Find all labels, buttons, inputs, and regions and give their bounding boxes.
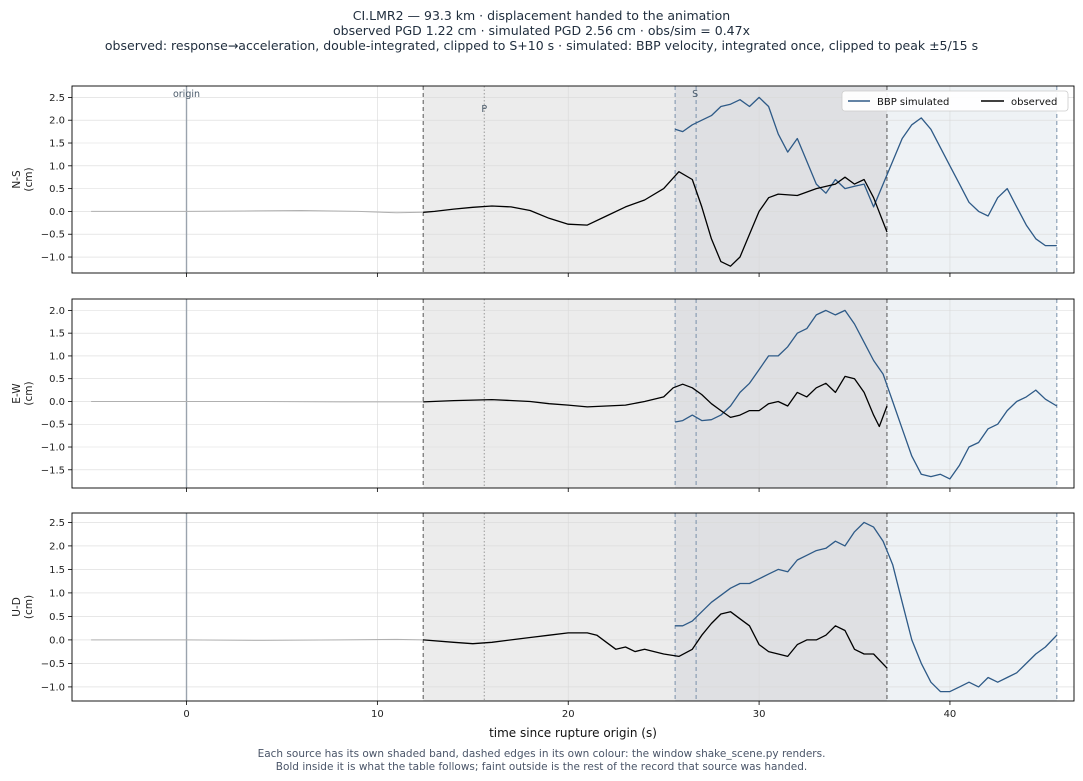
y-tick-label: 1.5 bbox=[49, 565, 65, 576]
legend: BBP simulated observed bbox=[841, 90, 1069, 112]
panel-ns: −1.0 −0.5 0.0 0.5 1.0 1.5 2.0 2.5 N-S(cm) origin P… bbox=[11, 85, 1075, 277]
observed-window-band bbox=[423, 513, 676, 701]
y-axis-label: U-D(cm) bbox=[11, 595, 35, 619]
legend-label-simulated: BBP simulated bbox=[877, 97, 949, 108]
y-axis-label: E-W(cm) bbox=[11, 381, 35, 405]
panel-frame bbox=[71, 512, 1075, 702]
simulated-window-band bbox=[886, 513, 1057, 701]
x-tick-label: 10 bbox=[371, 709, 384, 720]
x-tick-label: 0 bbox=[183, 709, 189, 720]
y-tick-label: 1.5 bbox=[49, 329, 65, 340]
y-tick-label: −1.0 bbox=[41, 443, 65, 454]
y-tick-label: 1.0 bbox=[49, 588, 65, 599]
observed-trace bbox=[423, 611, 888, 669]
x-tick-label: 40 bbox=[944, 709, 957, 720]
simulated-window-band bbox=[886, 299, 1057, 488]
y-tick-label: 2.0 bbox=[49, 541, 65, 552]
simulated-trace bbox=[674, 96, 1057, 247]
overlap-window-band bbox=[675, 513, 887, 701]
observed-window-band bbox=[423, 299, 676, 488]
legend-label-observed: observed bbox=[1011, 97, 1057, 108]
origin-label: origin bbox=[173, 89, 200, 100]
observed-trace bbox=[423, 171, 888, 267]
y-tick-label: 2.5 bbox=[49, 518, 65, 529]
chart-title: CI.LMR2 — 93.3 km · displacement handed … bbox=[0, 8, 1083, 53]
y-tick-label: 1.0 bbox=[49, 161, 65, 172]
observed-window-band bbox=[423, 86, 676, 273]
y-tick-label: −0.5 bbox=[41, 230, 65, 241]
y-tick-label: 0.5 bbox=[49, 184, 65, 195]
y-tick-label: 0.5 bbox=[49, 612, 65, 623]
y-tick-label: −0.5 bbox=[41, 420, 65, 431]
panel-ew: −1.5 −1.0 −0.5 0.0 0.5 1.0 1.5 2.0 E-W(cm) bbox=[11, 298, 1075, 492]
legend-box bbox=[841, 90, 1069, 112]
y-tick-label: 2.0 bbox=[49, 116, 65, 127]
y-tick-label: 0.5 bbox=[49, 374, 65, 385]
simulated-window-band bbox=[886, 86, 1057, 273]
y-tick-label: 1.5 bbox=[49, 139, 65, 150]
p-pick-label: P bbox=[481, 104, 487, 115]
y-tick-label: 0.0 bbox=[49, 207, 65, 218]
overlap-window-band bbox=[675, 86, 887, 273]
panel-frame bbox=[71, 298, 1075, 489]
overlap-window-band bbox=[675, 299, 887, 488]
y-tick-label: 1.0 bbox=[49, 351, 65, 362]
y-tick-label: −1.5 bbox=[41, 465, 65, 476]
title-line-2: observed PGD 1.22 cm · simulated PGD 2.5… bbox=[333, 23, 750, 38]
y-tick-label: −0.5 bbox=[41, 659, 65, 670]
observed-trace bbox=[423, 375, 888, 428]
y-tick-label: 0.0 bbox=[49, 635, 65, 646]
y-axis-label-unit: (cm) bbox=[23, 381, 35, 405]
y-axis-label-component: N-S bbox=[11, 170, 23, 189]
y-tick-label: 2.5 bbox=[49, 93, 65, 104]
panel-frame bbox=[71, 85, 1075, 274]
observed-faint-trace bbox=[91, 638, 424, 641]
simulated-trace bbox=[675, 521, 1058, 693]
y-tick-label: 0.0 bbox=[49, 397, 65, 408]
simulated-trace bbox=[674, 309, 1058, 480]
y-axis-label-component: U-D bbox=[11, 597, 23, 617]
y-tick-label: −1.0 bbox=[41, 253, 65, 264]
y-tick-label: −1.0 bbox=[41, 682, 65, 693]
panel-ud: −1.0 −0.5 0.0 0.5 1.0 1.5 2.0 2.5 U-D(cm) 0 10 20 30… bbox=[11, 512, 1075, 740]
footnote-line-1: Each source has its own shaded band, das… bbox=[257, 748, 826, 760]
x-tick-label: 20 bbox=[562, 709, 575, 720]
footnote: Each source has its own shaded band, das… bbox=[0, 748, 1083, 774]
title-line-1: CI.LMR2 — 93.3 km · displacement handed … bbox=[352, 8, 731, 23]
y-axis-label: N-S(cm) bbox=[11, 167, 35, 191]
s-pick-label: S bbox=[692, 89, 698, 100]
x-tick-label: 30 bbox=[753, 709, 766, 720]
footnote-line-2: Bold inside it is what the table follows… bbox=[275, 761, 808, 773]
y-tick-label: 2.0 bbox=[49, 306, 65, 317]
title-line-3: observed: response→acceleration, double-… bbox=[104, 38, 979, 53]
x-axis-label: time since rupture origin (s) bbox=[489, 726, 657, 740]
y-axis-label-unit: (cm) bbox=[23, 167, 35, 191]
observed-faint-trace bbox=[91, 209, 424, 214]
y-axis-label-component: E-W bbox=[11, 383, 23, 404]
y-axis-label-unit: (cm) bbox=[23, 595, 35, 619]
